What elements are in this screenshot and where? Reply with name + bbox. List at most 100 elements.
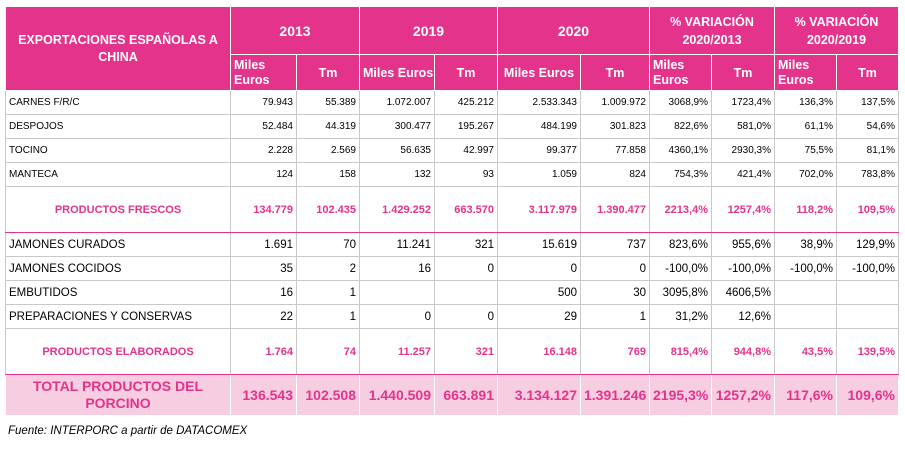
value-cell: 663.891 [434,374,498,416]
value-cell: 29 [497,304,581,329]
value-cell: 823,6% [649,232,712,257]
value-cell: 16.148 [497,328,581,375]
value-cell: 301.823 [580,114,650,139]
value-cell: 500 [497,280,581,305]
value-cell: 1.390.477 [580,186,650,233]
value-cell: 2195,3% [649,374,712,416]
subheader-cell: Tm [434,54,498,91]
value-cell: 0 [434,304,498,329]
value-cell: 1257,2% [711,374,775,416]
value-cell: 3.134.127 [497,374,581,416]
value-cell: 16 [359,256,435,281]
value-cell: 134.779 [230,186,297,233]
value-cell: 3.117.979 [497,186,581,233]
value-cell: 0 [359,304,435,329]
value-cell [774,280,837,305]
export-table: EXPORTACIONES ESPAÑOLAS A CHINA 2013 201… [5,6,899,416]
value-cell: 2 [296,256,360,281]
row-label: TOCINO [5,138,231,163]
value-cell: 1.429.252 [359,186,435,233]
value-cell: 11.257 [359,328,435,375]
row-label: PREPARACIONES Y CONSERVAS [5,304,231,329]
value-cell: -100,0% [711,256,775,281]
subheader-cell: Tm [836,54,899,91]
value-cell: 2213,4% [649,186,712,233]
value-cell: 663.570 [434,186,498,233]
value-cell: 2.533.343 [497,90,581,115]
value-cell: 822,6% [649,114,712,139]
value-cell: 1.691 [230,232,297,257]
table-body: CARNES F/R/C 79.943 55.389 1.072.007 425.212… [5,90,899,416]
value-cell: -100,0% [649,256,712,281]
value-cell: 3095,8% [649,280,712,305]
value-cell: 0 [497,256,581,281]
value-cell: 44.319 [296,114,360,139]
variation-header-2020-2013: % VARIACIÓN 2020/2013 [649,6,775,55]
value-cell: 944,8% [711,328,775,375]
value-cell: 1.009.972 [580,90,650,115]
value-cell: 1723,4% [711,90,775,115]
value-cell: 1 [580,304,650,329]
value-cell: 109,6% [836,374,899,416]
value-cell: 484.199 [497,114,581,139]
value-cell: 139,5% [836,328,899,375]
row-tocino: TOCINO 2.228 2.569 56.635 42.997 99.377 77.858… [5,138,899,163]
value-cell: 99.377 [497,138,581,163]
row-despojos: DESPOJOS 52.484 44.319 300.477 195.267 484.19… [5,114,899,139]
value-cell [836,304,899,329]
value-cell: 0 [434,256,498,281]
row-label: PRODUCTOS ELABORADOS [5,328,231,375]
year-header-2019: 2019 [359,6,498,55]
value-cell: 61,1% [774,114,837,139]
year-header-2013: 2013 [230,6,360,55]
value-cell [359,280,435,305]
value-cell: 16 [230,280,297,305]
value-cell: 109,5% [836,186,899,233]
value-cell: 22 [230,304,297,329]
value-cell [434,280,498,305]
row-label: MANTECA [5,162,231,187]
table-title: EXPORTACIONES ESPAÑOLAS A CHINA [5,6,231,91]
subheader-cell: Tm [296,54,360,91]
value-cell: 54,6% [836,114,899,139]
row-jamones-cocidos: JAMONES COCIDOS 35 2 16 0 0 0 -100,0% -100,0% -10… [5,256,899,281]
value-cell: 425.212 [434,90,498,115]
row-embutidos: EMBUTIDOS 16 1 500 30 3095,8% 4606,5% [5,280,899,305]
value-cell: 1.072.007 [359,90,435,115]
value-cell: 55.389 [296,90,360,115]
value-cell: 102.435 [296,186,360,233]
value-cell: 1257,4% [711,186,775,233]
value-cell: 74 [296,328,360,375]
row-manteca: MANTECA 124 158 132 93 1.059 824 754,3% 421,4% 70… [5,162,899,187]
row-total-porcino: TOTAL PRODUCTOS DEL PORCINO 136.543 102.50… [5,374,899,416]
source-note: Fuente: INTERPORC a partir de DATACOMEX [8,425,248,437]
value-cell: 137,5% [836,90,899,115]
value-cell: 4360,1% [649,138,712,163]
value-cell: 824 [580,162,650,187]
value-cell: 1.764 [230,328,297,375]
value-cell: 129,9% [836,232,899,257]
value-cell: 70 [296,232,360,257]
value-cell: 195.267 [434,114,498,139]
row-label: JAMONES CURADOS [5,232,231,257]
value-cell: 702,0% [774,162,837,187]
export-table-container: EXPORTACIONES ESPAÑOLAS A CHINA 2013 201… [5,6,899,416]
value-cell: 737 [580,232,650,257]
value-cell: 52.484 [230,114,297,139]
value-cell: 35 [230,256,297,281]
value-cell: -100,0% [836,256,899,281]
value-cell: 43,5% [774,328,837,375]
row-label: EMBUTIDOS [5,280,231,305]
value-cell: 117,6% [774,374,837,416]
value-cell: 769 [580,328,650,375]
value-cell: 1 [296,280,360,305]
value-cell: 31,2% [649,304,712,329]
variation-header-2020-2019: % VARIACIÓN 2020/2019 [774,6,899,55]
value-cell: 15.619 [497,232,581,257]
subheader-cell: Tm [711,54,775,91]
value-cell: 158 [296,162,360,187]
row-label: DESPOJOS [5,114,231,139]
value-cell: 1.391.246 [580,374,650,416]
value-cell: 421,4% [711,162,775,187]
value-cell: 118,2% [774,186,837,233]
